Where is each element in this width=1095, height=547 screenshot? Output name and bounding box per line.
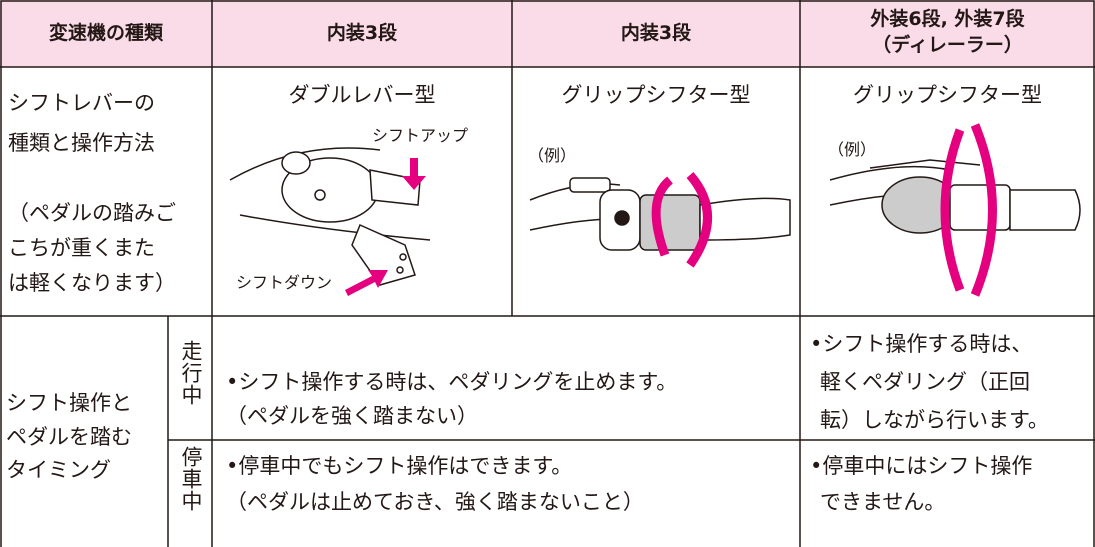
row-label: こちが重くまた [8, 236, 155, 260]
header-bg [0, 0, 1095, 67]
callout: シフトアップ [372, 126, 469, 145]
cell-text: •停車中でもシフト操作はできます。 [226, 454, 573, 478]
cell-text: 転）しながら行います。 [820, 408, 1049, 432]
sub-label: 走行中 [179, 340, 203, 406]
header-cell: 内装3段 [620, 22, 692, 44]
cell-text: •シフト操作する時は、ペダリングを止めます。 [226, 370, 678, 394]
row-label: ペダルを踏む [6, 425, 132, 449]
callout: シフトダウン [236, 273, 333, 292]
cell-text: 軽くペダリング（正回 [820, 370, 1030, 394]
type-title: グリップシフター型 [561, 83, 751, 107]
header-cell: 内装3段 [326, 22, 398, 44]
example-note: （例） [528, 146, 577, 165]
row-label: シフト操作と [6, 391, 132, 415]
grip-rotation-arrow [651, 172, 712, 268]
header-cell: （ディレーラー） [872, 34, 1023, 56]
external-shifter-illustration [829, 159, 1081, 234]
row-label: タイミング [6, 458, 111, 482]
row-label: 種類と操作方法 [8, 131, 155, 155]
sub-label: 停車中 [179, 446, 203, 512]
cell-text: •停車中にはシフト操作 [810, 454, 1033, 478]
type-title: グリップシフター型 [853, 83, 1042, 107]
row-label: は軽くなります） [8, 271, 176, 295]
cell-text: できません。 [820, 490, 946, 514]
row-label: シフトレバーの [8, 91, 155, 115]
cell-text: （ペダルは止めておき、強く踏まないこと） [226, 490, 644, 514]
header-cell: 外装6段, 外装7段 [870, 8, 1025, 30]
row-label: （ペダルの踏みご [8, 201, 176, 225]
lever-arrows [345, 158, 426, 296]
cell-text: （ペダルを強く踏まない） [226, 404, 478, 428]
type-title: ダブルレバー型 [288, 83, 436, 107]
double-lever-illustration [229, 147, 431, 286]
example-note: （例） [828, 140, 877, 159]
external-rotation-arrow [940, 123, 997, 297]
cell-text: •シフト操作する時は、 [810, 332, 1033, 356]
header-cell: 変速機の種類 [48, 22, 163, 44]
